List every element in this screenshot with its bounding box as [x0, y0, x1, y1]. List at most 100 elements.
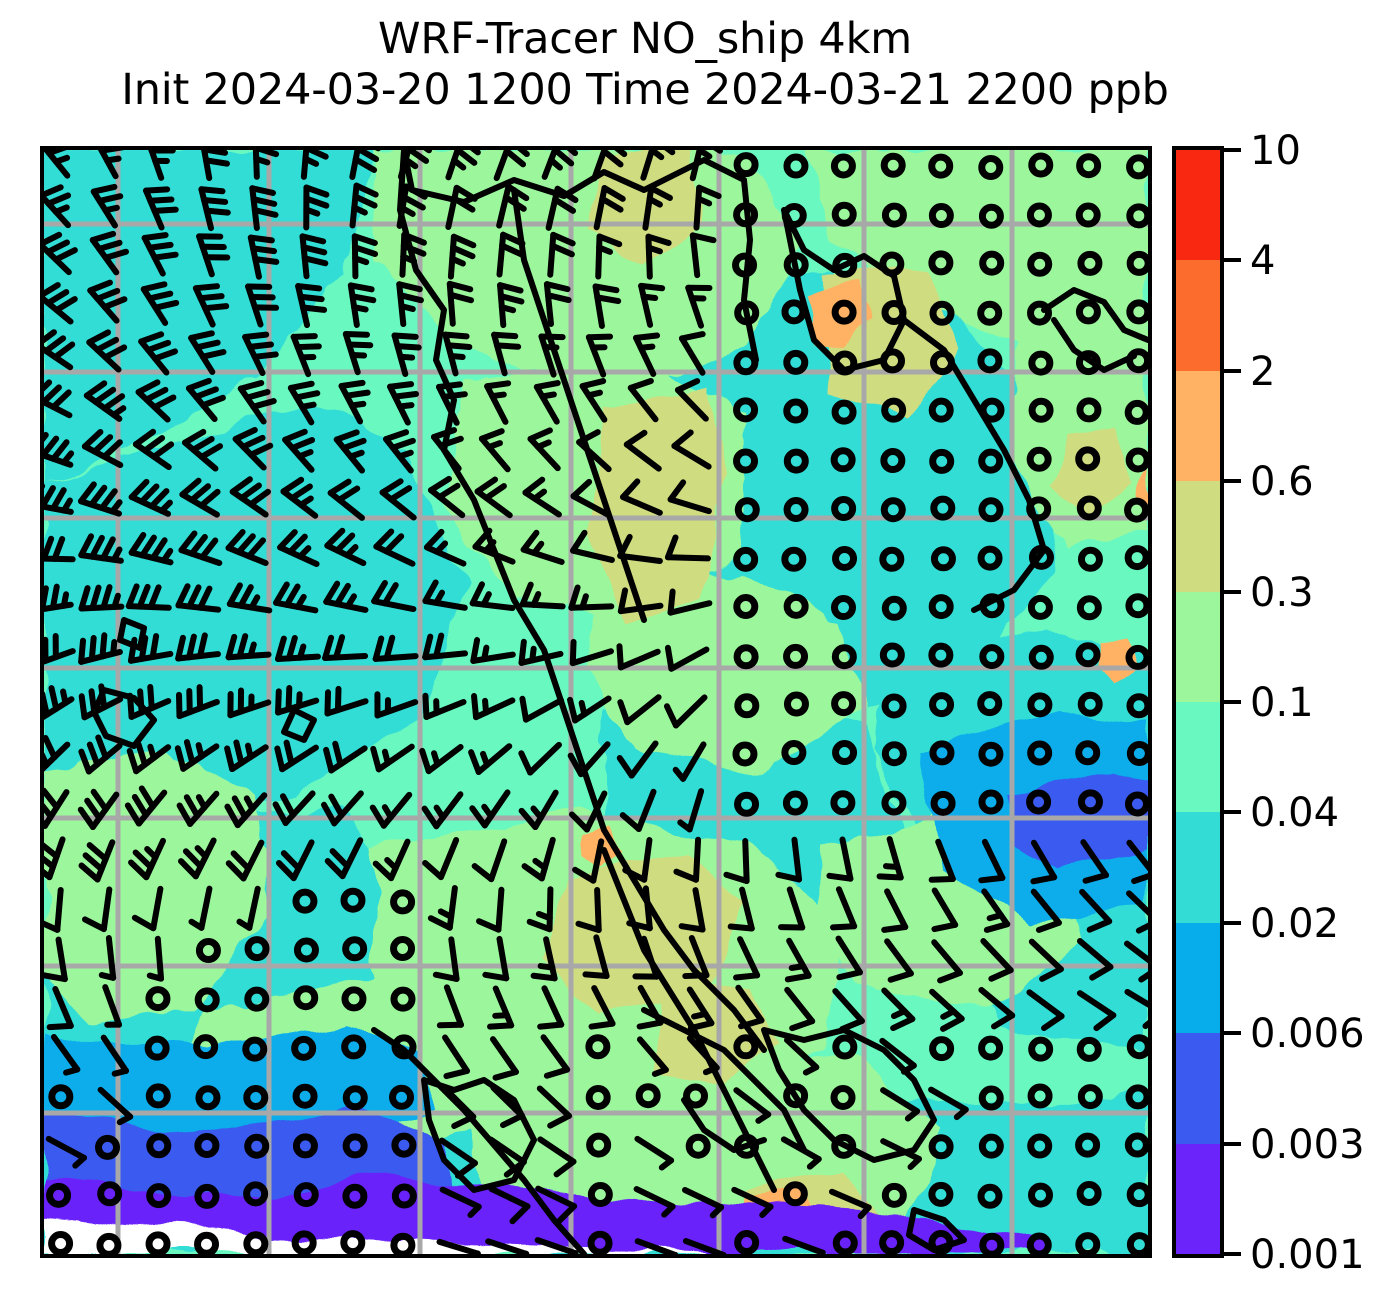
colorbar-band [1176, 702, 1220, 813]
wind-barb [567, 695, 612, 724]
calm-wind-circle [1077, 250, 1103, 276]
calm-wind-circle [1027, 300, 1053, 326]
calm-wind-circle [340, 1230, 366, 1254]
wind-barb [396, 183, 428, 229]
wind-barb [333, 429, 367, 474]
wind-barb [783, 1036, 820, 1076]
calm-wind-circle [832, 740, 858, 766]
calm-wind-circle [977, 691, 1003, 717]
calm-wind-circle [683, 1083, 709, 1109]
wind-barb [478, 428, 511, 473]
wind-barb [619, 788, 657, 833]
calm-wind-circle [1028, 644, 1054, 670]
wind-barb [1026, 989, 1065, 1032]
calm-wind-circle [880, 348, 906, 374]
wind-barb [176, 790, 220, 827]
wind-barb [247, 234, 280, 280]
calm-wind-circle [1126, 1034, 1148, 1060]
colorbar-band [1176, 812, 1220, 923]
calm-wind-circle [733, 350, 759, 376]
calm-wind-circle [243, 1231, 269, 1254]
wind-barb [430, 427, 464, 472]
calm-wind-circle [95, 1134, 121, 1160]
wind-barb [242, 331, 279, 377]
calm-wind-circle [1027, 692, 1053, 718]
wind-barb [490, 1084, 525, 1129]
wind-barb [44, 734, 71, 772]
wind-barb [274, 739, 319, 773]
wind-barb [667, 588, 713, 616]
wind-barb [225, 839, 265, 882]
wind-barb [491, 331, 522, 377]
wind-barb [685, 284, 713, 329]
calm-wind-circle [585, 1084, 611, 1110]
wind-barb [617, 587, 664, 615]
calm-wind-circle [783, 398, 809, 424]
wind-barb [484, 380, 512, 425]
calm-wind-circle [97, 1181, 123, 1207]
calm-wind-circle [1076, 495, 1102, 521]
calm-wind-circle [831, 691, 857, 717]
wind-barb [428, 475, 466, 519]
calm-wind-circle [781, 546, 807, 572]
wind-barb [534, 1237, 579, 1254]
wind-barb [323, 580, 369, 613]
calm-wind-circle [832, 350, 858, 376]
wind-barb [497, 282, 525, 329]
wind-barb [1079, 888, 1113, 933]
wind-barb [677, 788, 705, 833]
wind-barb [471, 693, 516, 721]
tick-mark [1224, 1141, 1241, 1146]
calm-wind-circle [293, 937, 319, 963]
wind-barb [422, 692, 467, 720]
wind-barb [638, 282, 666, 328]
calm-wind-circle [978, 1035, 1004, 1061]
wind-barb [569, 638, 614, 667]
wind-barb [667, 479, 712, 515]
calm-wind-circle [391, 1183, 417, 1209]
calm-wind-circle [390, 1232, 416, 1254]
calm-wind-circle [930, 495, 956, 521]
wind-barb [44, 329, 76, 371]
calm-wind-circle [1077, 546, 1103, 572]
wind-barb [188, 885, 213, 931]
calm-wind-circle [1028, 350, 1054, 376]
calm-wind-circle [734, 300, 760, 326]
calm-wind-circle [293, 985, 319, 1011]
calm-wind-circle [734, 693, 760, 719]
wind-barb [731, 1186, 774, 1219]
calm-wind-circle [978, 1133, 1004, 1159]
calm-wind-circle [734, 1230, 760, 1254]
wind-barb [131, 885, 164, 932]
wind-barb [617, 694, 662, 726]
wind-barb [224, 739, 269, 773]
tick-label: 0.3 [1250, 569, 1314, 616]
wind-barb [175, 583, 222, 613]
wind-barb [78, 632, 123, 665]
calm-wind-circle [1126, 1182, 1148, 1208]
calm-wind-circle [733, 594, 759, 620]
wind-barb [324, 527, 367, 567]
calm-wind-circle [783, 153, 809, 179]
calm-wind-circle [292, 1133, 318, 1159]
calm-wind-circle [1076, 397, 1102, 423]
wind-barb [1076, 990, 1117, 1032]
calm-wind-circle [292, 888, 318, 914]
calm-wind-circle [978, 1085, 1004, 1111]
wind-barb [978, 838, 1006, 884]
tick-label: 0.003 [1250, 1121, 1365, 1168]
calm-wind-circle [244, 986, 270, 1012]
wind-barb [290, 333, 322, 378]
wind-barb [78, 839, 116, 883]
calm-wind-circle [782, 790, 808, 816]
calm-wind-circle [879, 251, 905, 277]
wind-barb [782, 1235, 826, 1254]
calm-wind-circle [341, 1034, 367, 1060]
wind-barb [476, 886, 505, 933]
wind-barb [673, 836, 702, 883]
calm-wind-circle [342, 936, 368, 962]
calm-wind-circle [1027, 251, 1053, 277]
colorbar-band [1176, 1033, 1220, 1144]
wind-barb [664, 644, 710, 672]
calm-wind-circle [146, 1183, 172, 1209]
